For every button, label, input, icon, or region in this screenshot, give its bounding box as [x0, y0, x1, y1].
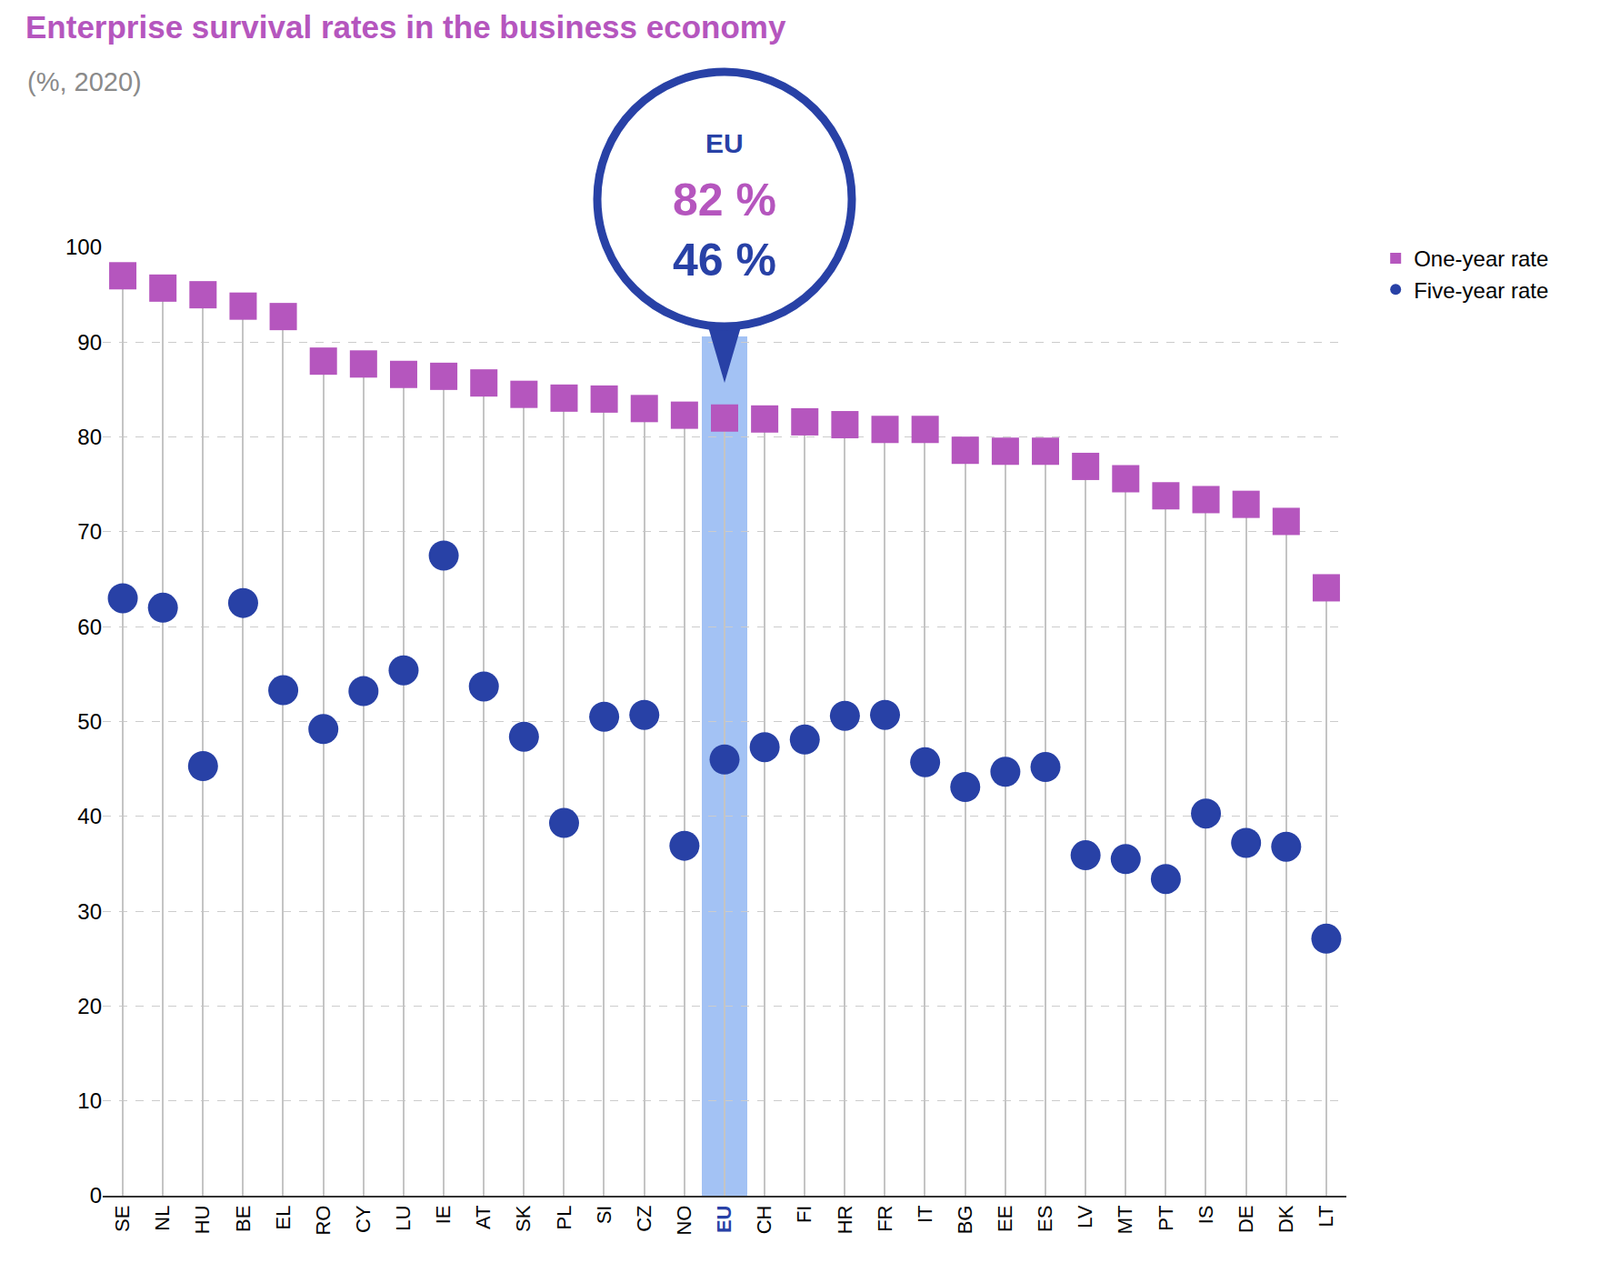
svg-text:(%, 2020): (%, 2020) — [27, 67, 142, 97]
svg-text:30: 30 — [77, 899, 102, 924]
svg-text:NL: NL — [150, 1205, 174, 1231]
svg-text:EU: EU — [712, 1205, 736, 1234]
svg-text:LT: LT — [1314, 1205, 1338, 1228]
svg-text:NO: NO — [672, 1205, 696, 1236]
svg-text:LU: LU — [391, 1205, 415, 1231]
svg-text:One-year rate: One-year rate — [1413, 246, 1549, 271]
svg-text:90: 90 — [77, 330, 102, 355]
svg-text:HU: HU — [190, 1205, 214, 1235]
svg-text:IE: IE — [431, 1205, 455, 1225]
svg-text:CZ: CZ — [632, 1205, 656, 1232]
svg-text:Enterprise survival rates in t: Enterprise survival rates in the busines… — [25, 9, 787, 45]
svg-text:IT: IT — [913, 1205, 937, 1224]
svg-text:ES: ES — [1033, 1205, 1057, 1232]
svg-text:10: 10 — [77, 1088, 102, 1113]
svg-text:MT: MT — [1113, 1205, 1137, 1235]
svg-text:0: 0 — [90, 1182, 102, 1208]
svg-text:LV: LV — [1073, 1204, 1097, 1229]
svg-text:100: 100 — [65, 234, 102, 260]
svg-text:CY: CY — [351, 1204, 375, 1233]
svg-text:PL: PL — [552, 1205, 576, 1230]
svg-text:70: 70 — [77, 519, 102, 544]
svg-text:RO: RO — [311, 1205, 335, 1236]
svg-text:SE: SE — [110, 1205, 134, 1232]
svg-text:PT: PT — [1154, 1205, 1178, 1231]
svg-text:BG: BG — [953, 1205, 977, 1235]
svg-text:20: 20 — [77, 993, 102, 1019]
svg-text:40: 40 — [77, 803, 102, 829]
svg-text:AT: AT — [471, 1205, 495, 1230]
svg-text:EL: EL — [271, 1205, 295, 1230]
svg-text:DE: DE — [1234, 1205, 1258, 1234]
svg-text:60: 60 — [77, 614, 102, 640]
svg-text:46 %: 46 % — [672, 234, 777, 286]
svg-text:FI: FI — [792, 1205, 816, 1224]
svg-text:BE: BE — [231, 1205, 255, 1232]
svg-text:80: 80 — [77, 424, 102, 450]
svg-text:82 %: 82 % — [672, 174, 777, 226]
svg-text:SI: SI — [592, 1205, 616, 1225]
svg-text:EU: EU — [705, 128, 744, 159]
svg-text:IS: IS — [1194, 1205, 1218, 1225]
svg-text:FR: FR — [873, 1205, 897, 1232]
svg-text:EE: EE — [993, 1205, 1017, 1232]
svg-text:50: 50 — [77, 709, 102, 734]
svg-text:HR: HR — [833, 1205, 857, 1235]
svg-text:DK: DK — [1274, 1204, 1298, 1233]
svg-text:Five-year rate: Five-year rate — [1413, 278, 1549, 303]
svg-text:SK: SK — [512, 1204, 536, 1232]
svg-text:CH: CH — [752, 1205, 776, 1235]
